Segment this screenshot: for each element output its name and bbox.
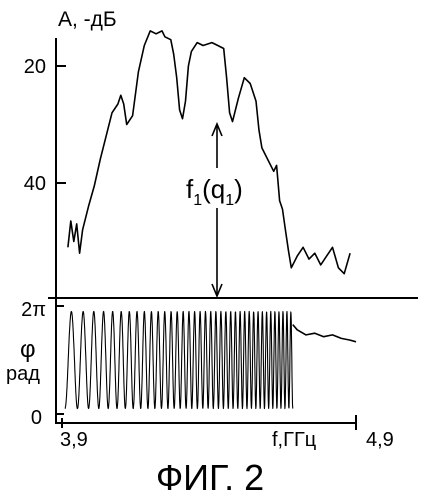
- x-axis-label: f,ГГц: [272, 429, 316, 451]
- phase-tick-label-0: 0: [31, 407, 42, 429]
- phase-axis-symbol: φ: [20, 336, 36, 363]
- phase-tick-label-2pi: 2π: [21, 299, 46, 321]
- x-tick-label-3-9: 3,9: [60, 429, 88, 451]
- figure-caption: ФИГ. 2: [156, 457, 264, 498]
- phase-tail-curve: [293, 325, 356, 342]
- phase-axis-unit: рад: [6, 363, 40, 385]
- phase-panel: 2π 0 φ рад 3,9 4,9 f,ГГц: [6, 298, 418, 451]
- phase-curve: [65, 311, 293, 408]
- amplitude-tick-label-20: 20: [24, 56, 46, 78]
- amplitude-panel: A, -дБ 20 40 f1(q1): [24, 8, 350, 298]
- amplitude-curve: [68, 31, 350, 274]
- x-tick-label-4-9: 4,9: [366, 429, 394, 451]
- amplitude-axis-label: A, -дБ: [58, 8, 117, 31]
- amplitude-tick-label-40: 40: [24, 173, 46, 195]
